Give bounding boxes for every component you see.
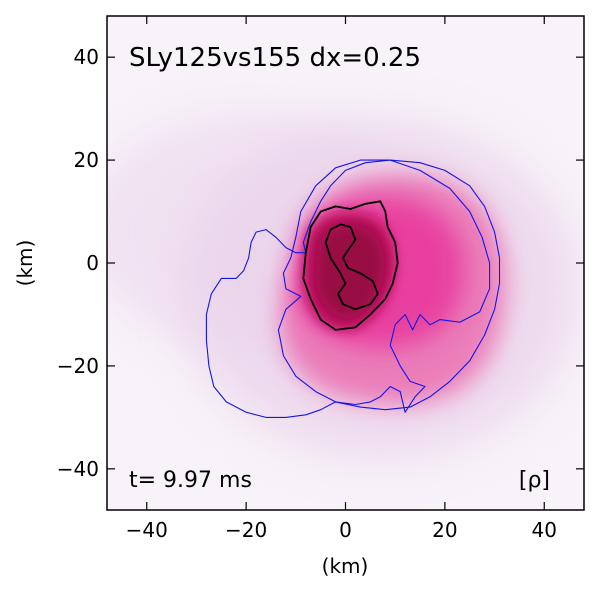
density-field (107, 16, 584, 510)
inner-density-contour (277, 159, 491, 413)
y-tick-label: 0 (86, 251, 99, 275)
y-tick-label: 40 (74, 45, 99, 69)
y-tick-label: −40 (57, 457, 99, 481)
outer-density-contour (205, 159, 501, 418)
x-tick-label: 20 (432, 518, 457, 542)
core-contour-inner (324, 223, 379, 311)
x-tick-label: −40 (126, 518, 168, 542)
x-tick-label: 0 (339, 518, 352, 542)
x-axis-label: (km) (322, 554, 369, 578)
y-axis-label: (km) (13, 240, 37, 287)
time-label: t= 9.97 ms (129, 468, 252, 493)
chart-title: SLy125vs155 dx=0.25 (129, 43, 421, 73)
y-tick-label: 20 (74, 148, 99, 172)
core-contour-outer (302, 200, 399, 331)
core-dense-layer (316, 225, 385, 319)
y-tick-label: −20 (57, 354, 99, 378)
field-label: [ρ] (519, 468, 550, 493)
axis-ticks: −40 −20 0 20 40 −40 −20 0 20 40 (57, 16, 584, 542)
contour-lines (205, 159, 501, 418)
x-tick-label: −20 (225, 518, 267, 542)
x-tick-label: 40 (532, 518, 557, 542)
